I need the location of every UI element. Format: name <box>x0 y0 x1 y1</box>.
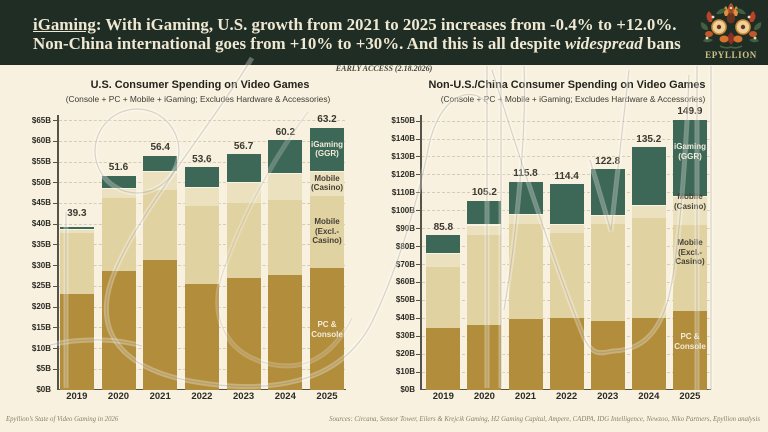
svg-text:EPYLLION: EPYLLION <box>705 50 757 60</box>
